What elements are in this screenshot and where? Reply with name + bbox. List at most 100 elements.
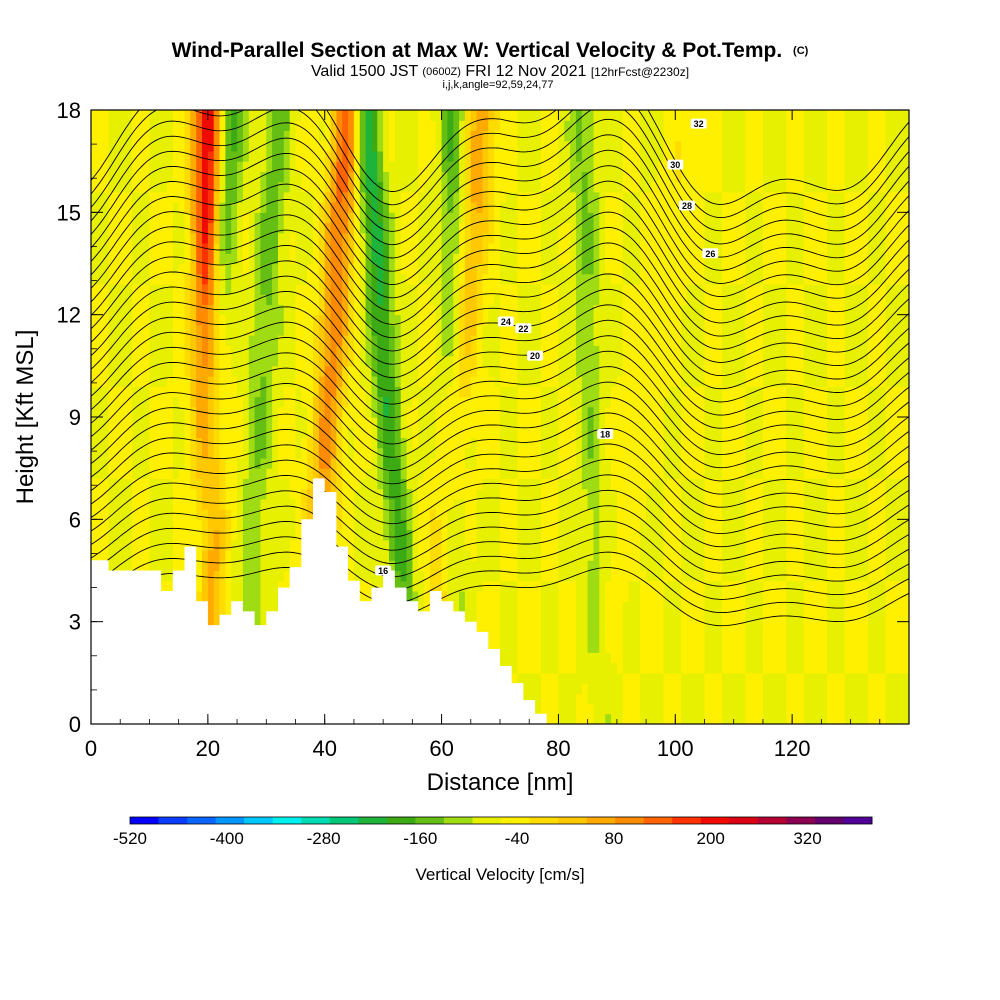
vv-cell: [260, 376, 267, 387]
vv-cell: [213, 550, 221, 561]
vv-cell: [552, 253, 559, 265]
vv-cell: [149, 550, 156, 561]
vv-cell: [400, 212, 408, 224]
vv-cell: [400, 140, 408, 152]
vv-cell: [564, 437, 571, 449]
vv-cell: [202, 171, 209, 183]
vv-cell: [488, 550, 495, 561]
vv-cell: [248, 580, 256, 592]
vv-cell: [213, 478, 221, 490]
vv-cell: [266, 140, 273, 152]
vv-cell: [447, 580, 454, 592]
vv-cell: [400, 181, 408, 193]
vv-cell: [348, 140, 355, 152]
vv-cell: [488, 304, 495, 316]
vv-cell: [167, 304, 174, 316]
vv-cell: [371, 284, 378, 295]
vv-cell: [400, 437, 408, 449]
vv-cell: [546, 468, 554, 479]
vv-cell: [546, 202, 554, 213]
vv-cell: [260, 263, 267, 275]
vv-cell: [289, 529, 297, 541]
vv-cell: [400, 509, 408, 520]
vv-cell: [324, 120, 332, 131]
vv-cell: [558, 468, 565, 479]
vv-cell: [143, 478, 150, 490]
vv-cell: [389, 171, 396, 183]
vv-cell: [470, 591, 478, 602]
vv-cell: [167, 376, 174, 387]
vv-cell: [476, 417, 483, 428]
vv-cell: [289, 509, 297, 520]
vv-cell: [505, 120, 513, 131]
vv-cell: [190, 161, 197, 172]
vv-cell: [558, 232, 565, 244]
vv-cell: [412, 243, 419, 254]
vv-cell: [91, 294, 98, 305]
vv-cell: [207, 171, 215, 183]
vv-cell: [137, 284, 145, 295]
vv-cell: [120, 273, 127, 285]
vv-cell: [389, 253, 396, 265]
vv-cell: [494, 539, 501, 551]
vv-cell: [441, 488, 448, 500]
vv-cell: [418, 509, 425, 520]
vv-cell: [464, 539, 472, 551]
vv-cell: [102, 222, 110, 234]
vv-cell: [167, 488, 174, 500]
vv-cell: [523, 539, 530, 551]
vv-cell: [307, 335, 314, 346]
vv-cell: [190, 181, 197, 193]
vv-cell: [272, 253, 279, 265]
vv-cell: [389, 222, 396, 234]
vv-cell: [108, 181, 115, 193]
vv-cell: [131, 437, 139, 449]
vv-cell: [330, 457, 337, 469]
vv-cell: [155, 365, 162, 377]
vv-cell: [488, 365, 495, 377]
vv-cell: [114, 560, 121, 572]
vv-cell: [441, 406, 448, 418]
vv-cell: [540, 437, 548, 449]
vv-cell: [295, 202, 302, 213]
vv-cell: [447, 222, 454, 234]
vv-cell: [482, 447, 489, 459]
vv-cell: [435, 140, 443, 152]
vv-cell: [108, 140, 115, 152]
vv-cell: [190, 376, 197, 387]
vv-cell: [447, 345, 454, 357]
vv-cell: [155, 150, 162, 162]
vv-cell: [108, 457, 115, 469]
vv-cell: [511, 365, 519, 377]
vv-cell: [184, 468, 191, 479]
vv-cell: [307, 181, 314, 193]
vv-cell: [126, 232, 133, 244]
vv-cell: [219, 427, 226, 438]
vv-cell: [272, 580, 279, 592]
vv-cell: [558, 396, 565, 408]
vv-cell: [289, 355, 297, 367]
vv-cell: [184, 355, 191, 367]
subtitle-date: FRI 12 Nov 2021: [465, 63, 586, 80]
vv-cell: [213, 457, 221, 469]
vv-cell: [389, 110, 396, 121]
vv-cell: [231, 509, 238, 520]
vv-cell: [505, 642, 513, 653]
vv-cell: [558, 631, 565, 643]
vv-cell: [476, 529, 483, 541]
vv-cell: [237, 304, 244, 316]
vv-cell: [359, 243, 367, 254]
vv-cell: [342, 417, 349, 428]
vv-cell: [424, 232, 431, 244]
vv-cell: [435, 539, 443, 551]
vv-cell: [96, 427, 104, 438]
vv-cell: [196, 171, 203, 183]
vv-cell: [318, 427, 326, 438]
vv-cell: [190, 294, 197, 305]
vv-cell: [494, 580, 501, 592]
vv-cell: [517, 386, 524, 398]
vv-cell: [161, 284, 168, 295]
vv-cell: [207, 120, 215, 131]
vv-cell: [213, 539, 221, 551]
vv-cell: [278, 171, 285, 183]
